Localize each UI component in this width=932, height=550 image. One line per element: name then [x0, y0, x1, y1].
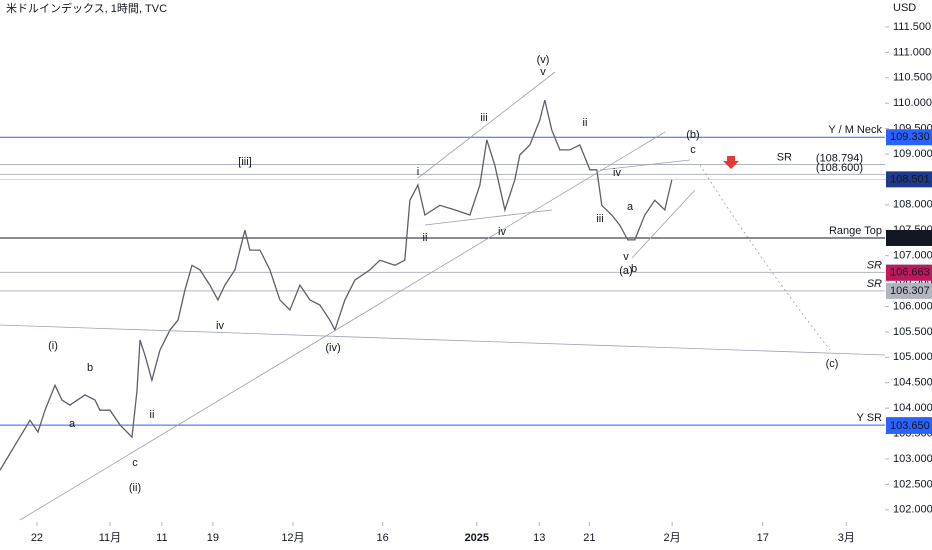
- down-arrow: [723, 156, 739, 169]
- wave-label: (b): [686, 129, 699, 141]
- wave-label: a: [69, 418, 76, 430]
- price-badge-label: 103.650: [890, 420, 930, 432]
- x-tick-label: 11月: [99, 532, 121, 544]
- wave-label: b: [631, 263, 637, 275]
- level-value-label: (108.794): [816, 152, 863, 164]
- wave-label: iv: [216, 320, 224, 332]
- level-name: SR: [867, 278, 882, 290]
- x-tick-label: 11: [156, 532, 167, 544]
- y-tick-label: 105.000: [893, 351, 932, 363]
- y-tick-label: 110.500: [893, 72, 932, 84]
- chart-title: 米ドルインデックス, 1時間, TVC: [6, 1, 167, 15]
- y-tick-label: 107.000: [893, 250, 932, 262]
- wave-label: (c): [826, 358, 839, 370]
- price-badge-label: 106.663: [890, 267, 930, 279]
- price-line: [0, 99, 673, 471]
- plot: [0, 99, 885, 471]
- x-tick-label: 19: [207, 532, 219, 544]
- wave-label: (v): [537, 54, 550, 66]
- x-tick-label: 2025: [465, 532, 489, 544]
- price-badge: [886, 171, 932, 188]
- y-tick-label: 104.500: [893, 377, 932, 389]
- x-tick-label: 17: [757, 532, 769, 544]
- y-tick-label: 105.500: [893, 326, 932, 338]
- wave-label: a: [627, 201, 634, 213]
- wave-label: (iv): [325, 342, 340, 354]
- x-tick-label: 3月: [838, 532, 855, 544]
- wave-label: v: [540, 66, 546, 78]
- price-badge: [886, 282, 932, 299]
- wave-label: ii: [150, 409, 155, 421]
- trendlines: [0, 71, 886, 521]
- y-tick-label: 102.000: [893, 504, 932, 516]
- price-badge-label: 109.330: [890, 131, 930, 143]
- wave-label: b: [87, 362, 93, 374]
- x-tick-label: 21: [583, 532, 595, 544]
- y-tick-label: 104.000: [893, 402, 932, 414]
- level-name: SR: [867, 259, 882, 271]
- wave-label: ii: [583, 117, 588, 129]
- wave-label: (a): [619, 265, 632, 277]
- x-tick-label: 16: [377, 532, 389, 544]
- level-name: Range Top: [829, 225, 882, 237]
- price-badge-label: 108.501: [890, 173, 930, 185]
- y-tick-label: 102.500: [893, 478, 932, 490]
- wave-label: [iii]: [238, 156, 251, 168]
- wave-label: i: [417, 166, 419, 178]
- level-name: Y / M Neck: [828, 124, 882, 136]
- wave-label: v: [623, 251, 629, 263]
- price-badge: [886, 129, 932, 146]
- x-tick-label: 2月: [664, 532, 681, 544]
- y-tick-label: 106.000: [893, 300, 932, 312]
- wave-label: (ii): [129, 482, 141, 494]
- price-badge-label: 107.348: [890, 232, 930, 244]
- wave-label: c: [690, 144, 696, 156]
- price-badge: [886, 264, 932, 281]
- y-tick-label: 109.000: [893, 148, 932, 160]
- wave-label: iv: [613, 167, 621, 179]
- x-tick-label: 13: [533, 532, 545, 544]
- price-badge: [886, 417, 932, 434]
- x-tick-label: 12月: [281, 532, 304, 544]
- wave-label: iii: [596, 213, 603, 225]
- y-tick-label: 108.000: [893, 199, 932, 211]
- price-badge-label: 106.307: [890, 285, 930, 297]
- y-tick-label: 103.000: [893, 453, 932, 465]
- level-name: Y SR: [857, 412, 883, 424]
- wave-label: iii: [480, 112, 487, 124]
- currency: USD: [893, 2, 916, 14]
- wave-label: iv: [498, 226, 506, 238]
- level-name: SR: [777, 151, 792, 163]
- y-tick-label: 111.000: [893, 46, 931, 58]
- wave-label: (i): [48, 340, 58, 352]
- y-tick-label: 110.000: [893, 97, 932, 109]
- level-value-label: (108.600): [816, 162, 863, 174]
- price-badge: [886, 229, 932, 246]
- wave-label: c: [132, 457, 138, 469]
- x-tick-label: 22: [31, 532, 43, 544]
- y-tick-label: 111.500: [893, 21, 931, 33]
- wave-label: ii: [423, 232, 428, 244]
